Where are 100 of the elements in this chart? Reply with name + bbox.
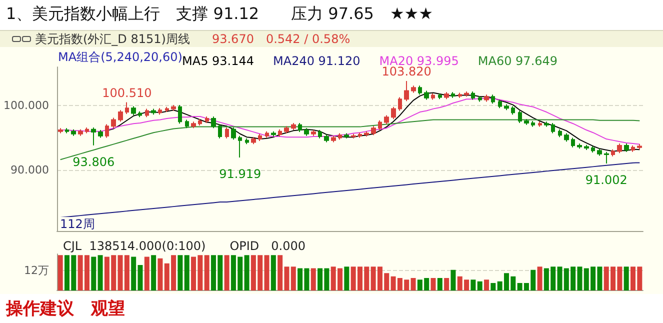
- candlestick: [591, 146, 595, 154]
- y-tick-label: 90.000: [10, 163, 49, 176]
- candlestick: [564, 132, 569, 142]
- candlestick: [58, 128, 63, 134]
- candlestick: [571, 137, 575, 148]
- candlestick: [258, 133, 262, 142]
- candlestick: [78, 128, 83, 136]
- candlestick: [478, 95, 482, 102]
- annotation: 100.510: [102, 86, 152, 100]
- bar: [144, 256, 150, 290]
- candlestick: [351, 133, 356, 139]
- candlestick: [484, 94, 489, 102]
- candlestick: [71, 128, 76, 136]
- candlestick: [291, 122, 296, 131]
- candlestick: [304, 128, 309, 136]
- candlestick: [424, 90, 429, 100]
- candlestick: [145, 108, 149, 118]
- candlestick: [597, 148, 602, 156]
- chart-title: 1、美元指数小幅上行 支撑 91.12 压力 97.65 ★★★: [6, 4, 433, 25]
- bar: [98, 255, 103, 290]
- candlestick: [558, 128, 562, 138]
- candlestick: [411, 85, 416, 94]
- bar: [270, 255, 276, 290]
- candlestick: [65, 128, 69, 134]
- candlestick: [111, 117, 116, 129]
- bar: [224, 255, 230, 290]
- candlestick: [278, 128, 282, 137]
- candlestick: [637, 144, 642, 150]
- candlestick: [318, 130, 322, 139]
- text: MA60 97.649: [478, 54, 558, 68]
- candlestick: [371, 126, 376, 136]
- candlestick: [271, 130, 276, 137]
- candlestick: [211, 116, 216, 129]
- candlestick: [511, 106, 515, 116]
- y-tick-label: 12万: [24, 264, 49, 277]
- bar: [244, 255, 250, 290]
- candlestick: [438, 92, 442, 100]
- candlestick: [191, 121, 196, 129]
- candlestick: [544, 121, 549, 128]
- bar: [310, 268, 316, 290]
- candlestick: [498, 99, 502, 109]
- candlestick: [444, 92, 449, 100]
- annotation: 91.002: [585, 172, 628, 187]
- candlestick: [404, 80, 409, 102]
- y-tick-label: 100.000: [4, 99, 49, 112]
- candlestick: [218, 124, 222, 139]
- bar: [437, 278, 442, 290]
- candlestick: [311, 130, 316, 136]
- candlestick: [298, 122, 302, 132]
- candlestick: [551, 122, 555, 134]
- candlestick: [225, 126, 229, 139]
- text: MA240 91.120: [273, 54, 360, 68]
- text: 93.670 0.542 / 0.58%: [212, 30, 350, 48]
- bar: [158, 258, 163, 290]
- candlestick: [611, 148, 615, 157]
- candlestick: [338, 132, 342, 140]
- candlestick: [151, 108, 156, 116]
- candlestick: [251, 136, 256, 145]
- candlestick: [378, 120, 382, 131]
- bar: [204, 255, 210, 290]
- candlestick: [518, 110, 522, 124]
- candlestick: [284, 126, 289, 134]
- candlestick: [631, 144, 635, 152]
- candlestick: [451, 92, 455, 98]
- candlestick: [538, 121, 542, 128]
- candlestick: [165, 106, 169, 113]
- bar: [344, 266, 350, 290]
- candlestick: [324, 134, 329, 143]
- candlestick: [391, 106, 396, 120]
- candlestick: [584, 144, 589, 150]
- candlestick: [398, 96, 402, 112]
- bar: [537, 266, 542, 290]
- candlestick: [617, 143, 622, 154]
- candlestick: [384, 114, 389, 125]
- candlestick: [131, 106, 136, 116]
- chart-title: CJL 138514.000(0:100) OPID 0.000: [63, 239, 306, 253]
- candlestick: [125, 102, 129, 114]
- candlestick: [418, 85, 422, 96]
- candlestick: [158, 108, 162, 116]
- bar: [91, 256, 96, 290]
- candlestick: [458, 92, 462, 98]
- candlestick: [185, 119, 189, 129]
- candlestick: [231, 126, 236, 140]
- bar: [290, 266, 296, 290]
- legend-title: MA组合(5,240,20,60): [58, 50, 182, 64]
- candlestick: [464, 90, 469, 98]
- bar: [484, 280, 490, 290]
- candlestick: [118, 110, 123, 122]
- candlestick: [245, 138, 249, 145]
- candlestick: [358, 132, 362, 138]
- annotation: 91.919: [219, 167, 262, 182]
- candlestick: [178, 104, 182, 124]
- bar: [151, 255, 156, 290]
- candlestick: [531, 120, 535, 128]
- candlestick: [604, 151, 609, 164]
- bar: [450, 270, 456, 290]
- bar: [477, 281, 482, 290]
- candlestick: [91, 126, 96, 146]
- candlestick: [265, 130, 269, 138]
- candlestick: [431, 92, 435, 100]
